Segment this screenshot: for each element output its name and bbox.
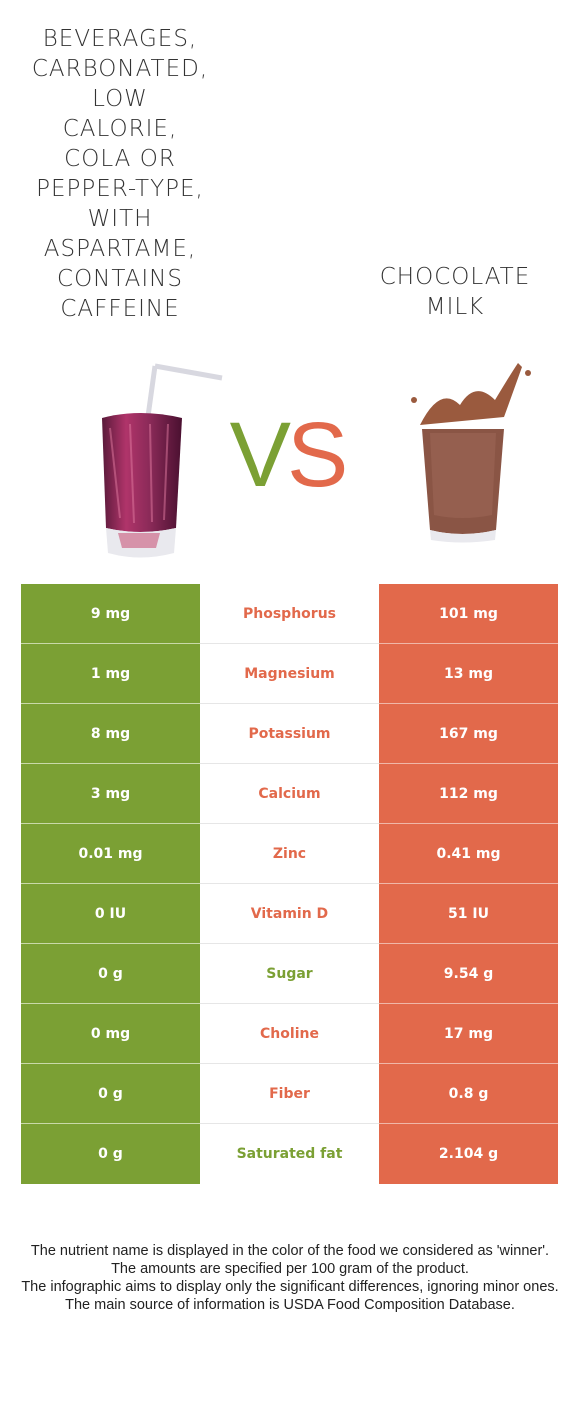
nutrient-name: Zinc <box>200 824 379 884</box>
nutrient-comparison-table: 9 mg Phosphorus 101 mg 1 mg Magnesium 13 mg 8 … <box>21 584 558 1184</box>
right-title-line: MILK <box>425 294 485 320</box>
nutrient-name: Phosphorus <box>200 584 379 644</box>
right-value: 101 mg <box>379 584 558 644</box>
note-significant-differences: The infographic aims to display only the… <box>21 1279 559 1295</box>
left-value: 0 g <box>21 1124 200 1184</box>
left-value: 0 IU <box>21 884 200 944</box>
note-winner-color: The nutrient name is displayed in the co… <box>30 1243 550 1259</box>
table-row: 9 mg Phosphorus 101 mg <box>21 584 558 644</box>
left-title-line: CONTAINS <box>57 266 183 292</box>
right-value: 17 mg <box>379 1004 558 1064</box>
nutrient-name: Calcium <box>200 764 379 824</box>
left-value: 1 mg <box>21 644 200 704</box>
right-food-title: CHOCOLATE MILK <box>345 262 565 322</box>
nutrient-name: Sugar <box>200 944 379 1004</box>
right-value: 112 mg <box>379 764 558 824</box>
left-value: 0 g <box>21 1064 200 1124</box>
cola-glass-with-straw-icon <box>102 363 223 558</box>
left-title-line: LOW <box>92 86 148 112</box>
nutrient-name: Choline <box>200 1004 379 1064</box>
left-title-line: CALORIE, <box>62 116 178 142</box>
right-value: 167 mg <box>379 704 558 764</box>
left-title-line: CAFFEINE <box>60 296 180 322</box>
right-value: 0.41 mg <box>379 824 558 884</box>
chocolate-milk-glass-icon <box>411 363 531 543</box>
table-row: 0.01 mg Zinc 0.41 mg <box>21 824 558 884</box>
footer-notes: The nutrient name is displayed in the co… <box>20 1242 560 1314</box>
left-value: 0 mg <box>21 1004 200 1064</box>
nutrient-name: Potassium <box>200 704 379 764</box>
note-per-100g: The amounts are specified per 100 gram o… <box>111 1261 469 1277</box>
right-value: 0.8 g <box>379 1064 558 1124</box>
left-value: 0 g <box>21 944 200 1004</box>
right-value: 51 IU <box>379 884 558 944</box>
nutrient-name: Vitamin D <box>200 884 379 944</box>
nutrient-name: Magnesium <box>200 644 379 704</box>
left-title-line: WITH <box>87 206 153 232</box>
note-source: The main source of information is USDA F… <box>65 1297 515 1313</box>
left-value: 9 mg <box>21 584 200 644</box>
table-row: 0 IU Vitamin D 51 IU <box>21 884 558 944</box>
left-title-line: CARBONATED, <box>31 56 209 82</box>
left-value: 3 mg <box>21 764 200 824</box>
left-title-line: BEVERAGES, <box>42 26 198 52</box>
right-value: 13 mg <box>379 644 558 704</box>
left-food-title: BEVERAGES, CARBONATED, LOW CALORIE, COLA OR P… <box>10 24 230 324</box>
right-value: 2.104 g <box>379 1124 558 1184</box>
left-value: 0.01 mg <box>21 824 200 884</box>
table-row: 3 mg Calcium 112 mg <box>21 764 558 824</box>
table-row: 0 g Sugar 9.54 g <box>21 944 558 1004</box>
nutrient-name: Fiber <box>200 1064 379 1124</box>
left-value: 8 mg <box>21 704 200 764</box>
table-row: 0 g Fiber 0.8 g <box>21 1064 558 1124</box>
right-title-line: CHOCOLATE <box>379 264 531 290</box>
left-title-line: COLA OR <box>64 146 176 172</box>
table-row: 0 mg Choline 17 mg <box>21 1004 558 1064</box>
vs-label: VS <box>229 404 349 506</box>
table-row: 0 g Saturated fat 2.104 g <box>21 1124 558 1184</box>
table-row: 1 mg Magnesium 13 mg <box>21 644 558 704</box>
left-title-line: PEPPER-TYPE, <box>36 176 204 202</box>
table-row: 8 mg Potassium 167 mg <box>21 704 558 764</box>
nutrient-name: Saturated fat <box>200 1124 379 1184</box>
left-title-line: ASPARTAME, <box>43 236 197 262</box>
right-value: 9.54 g <box>379 944 558 1004</box>
